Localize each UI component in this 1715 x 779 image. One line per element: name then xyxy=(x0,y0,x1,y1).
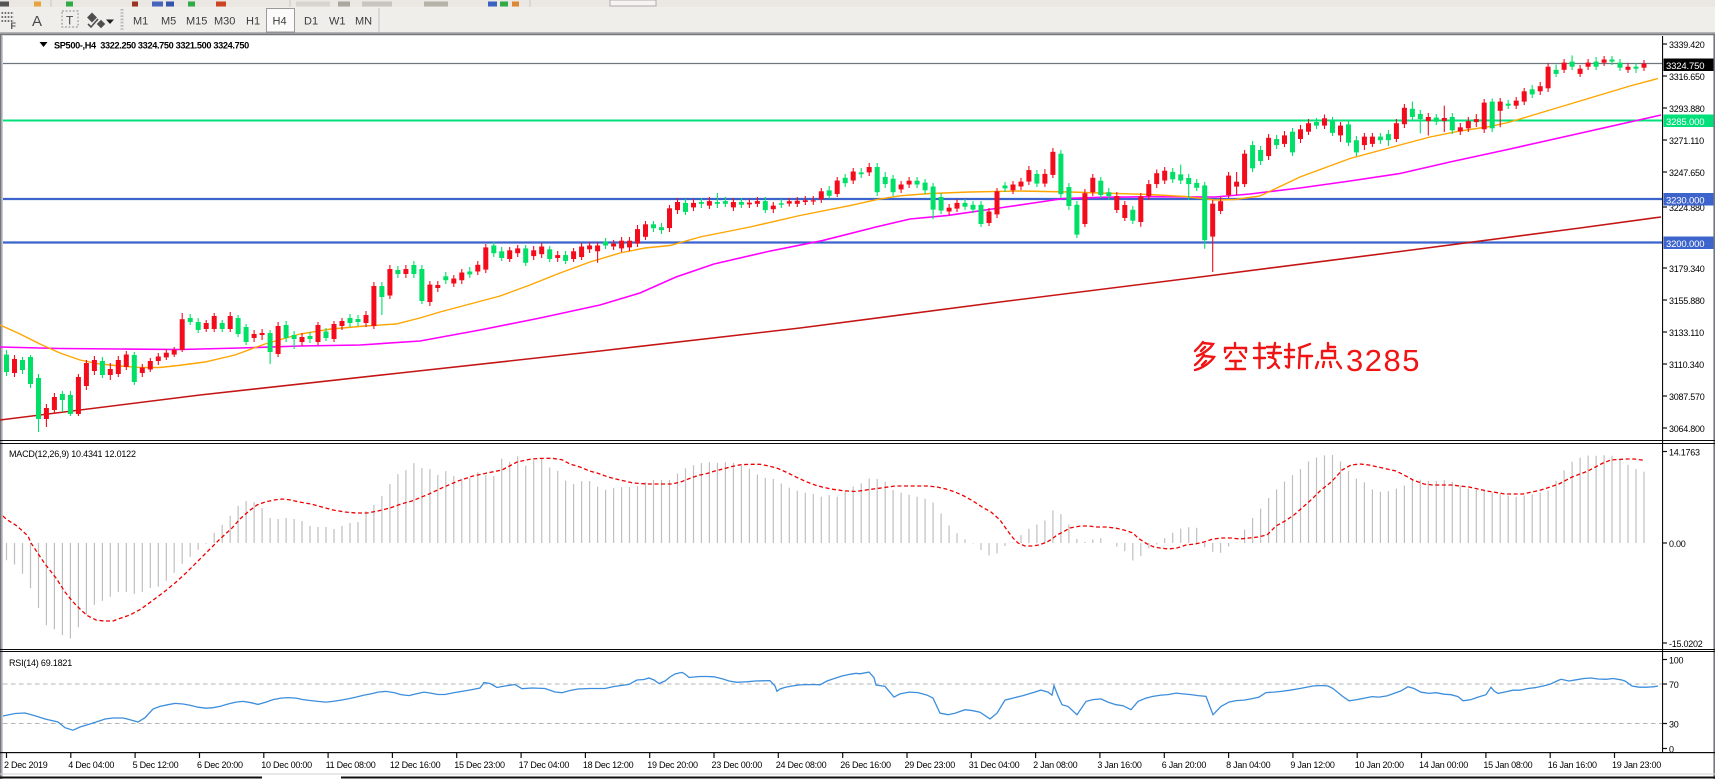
svg-text:11 Dec 08:00: 11 Dec 08:00 xyxy=(326,760,376,770)
svg-text:19 Jan 23:00: 19 Jan 23:00 xyxy=(1612,760,1661,770)
svg-text:T: T xyxy=(66,14,74,28)
svg-text:W1: W1 xyxy=(329,16,346,28)
svg-text:18 Dec 12:00: 18 Dec 12:00 xyxy=(583,760,634,770)
svg-text:F: F xyxy=(11,21,17,31)
svg-text:12 Dec 16:00: 12 Dec 16:00 xyxy=(390,760,441,770)
svg-text:3339.420: 3339.420 xyxy=(1669,40,1705,50)
svg-text:9 Jan 12:00: 9 Jan 12:00 xyxy=(1290,760,1335,770)
svg-text:A: A xyxy=(32,13,42,30)
svg-text:3293.880: 3293.880 xyxy=(1669,104,1705,114)
svg-text:0: 0 xyxy=(1669,745,1674,755)
svg-text:31 Dec 04:00: 31 Dec 04:00 xyxy=(969,760,1020,770)
svg-text:3 Jan 16:00: 3 Jan 16:00 xyxy=(1097,760,1142,770)
svg-text:6 Jan 20:00: 6 Jan 20:00 xyxy=(1162,760,1207,770)
svg-text:MN: MN xyxy=(355,16,372,28)
svg-text:6 Dec 20:00: 6 Dec 20:00 xyxy=(197,760,243,770)
svg-text:24 Dec 08:00: 24 Dec 08:00 xyxy=(776,760,827,770)
svg-text:3247.650: 3247.650 xyxy=(1669,168,1705,178)
svg-text:10 Dec 00:00: 10 Dec 00:00 xyxy=(261,760,312,770)
svg-text:H4: H4 xyxy=(273,16,287,28)
svg-text:M5: M5 xyxy=(161,16,176,28)
svg-text:23 Dec 00:00: 23 Dec 00:00 xyxy=(712,760,763,770)
svg-text:3285: 3285 xyxy=(1346,343,1421,378)
svg-text:29 Dec 23:00: 29 Dec 23:00 xyxy=(905,760,956,770)
svg-text:15 Jan 08:00: 15 Jan 08:00 xyxy=(1483,760,1532,770)
svg-text:0.00: 0.00 xyxy=(1669,539,1686,549)
svg-text:-15.0202: -15.0202 xyxy=(1669,639,1703,649)
svg-text:M15: M15 xyxy=(186,16,207,28)
svg-text:10 Jan 20:00: 10 Jan 20:00 xyxy=(1355,760,1404,770)
svg-text:3200.000: 3200.000 xyxy=(1666,239,1704,250)
svg-text:MACD(12,26,9) 10.4341 12.0122: MACD(12,26,9) 10.4341 12.0122 xyxy=(9,449,136,459)
svg-text:16 Jan 16:00: 16 Jan 16:00 xyxy=(1548,760,1597,770)
svg-text:2 Jan 08:00: 2 Jan 08:00 xyxy=(1033,760,1078,770)
svg-text:2 Dec 2019: 2 Dec 2019 xyxy=(4,760,48,770)
svg-text:3110.340: 3110.340 xyxy=(1669,360,1704,370)
svg-text:5 Dec 12:00: 5 Dec 12:00 xyxy=(133,760,179,770)
svg-text:30: 30 xyxy=(1669,720,1679,730)
svg-text:3087.570: 3087.570 xyxy=(1669,392,1705,402)
svg-text:3224.880: 3224.880 xyxy=(1669,203,1705,213)
svg-text:3133.110: 3133.110 xyxy=(1669,328,1704,338)
svg-text:4 Dec 04:00: 4 Dec 04:00 xyxy=(68,760,114,770)
svg-text:H1: H1 xyxy=(246,16,260,28)
svg-text:RSI(14) 69.1821: RSI(14) 69.1821 xyxy=(9,658,72,668)
svg-text:3155.880: 3155.880 xyxy=(1669,296,1705,306)
svg-text:70: 70 xyxy=(1669,680,1679,690)
svg-text:100: 100 xyxy=(1669,656,1684,666)
svg-text:M1: M1 xyxy=(133,16,148,28)
svg-text:15 Dec 23:00: 15 Dec 23:00 xyxy=(454,760,505,770)
svg-text:17 Dec 04:00: 17 Dec 04:00 xyxy=(519,760,570,770)
svg-text:3064.800: 3064.800 xyxy=(1669,424,1705,434)
svg-text:3316.650: 3316.650 xyxy=(1669,72,1705,82)
svg-text:14.1763: 14.1763 xyxy=(1669,448,1700,458)
svg-text:3271.110: 3271.110 xyxy=(1669,136,1704,146)
svg-text:3324.750: 3324.750 xyxy=(1666,61,1704,72)
svg-text:3179.340: 3179.340 xyxy=(1669,264,1705,274)
svg-text:8 Jan 04:00: 8 Jan 04:00 xyxy=(1226,760,1271,770)
svg-text:D1: D1 xyxy=(304,16,318,28)
svg-text:19 Dec 20:00: 19 Dec 20:00 xyxy=(647,760,698,770)
svg-text:SP500-,H4 3322.250 3324.750 3: SP500-,H4 3322.250 3324.750 3321.500 332… xyxy=(54,41,249,51)
svg-text:26 Dec 16:00: 26 Dec 16:00 xyxy=(840,760,891,770)
svg-text:M30: M30 xyxy=(214,16,235,28)
svg-text:14 Jan 00:00: 14 Jan 00:00 xyxy=(1419,760,1468,770)
svg-text:3230.000: 3230.000 xyxy=(1666,196,1704,207)
svg-text:3285.000: 3285.000 xyxy=(1666,117,1704,128)
